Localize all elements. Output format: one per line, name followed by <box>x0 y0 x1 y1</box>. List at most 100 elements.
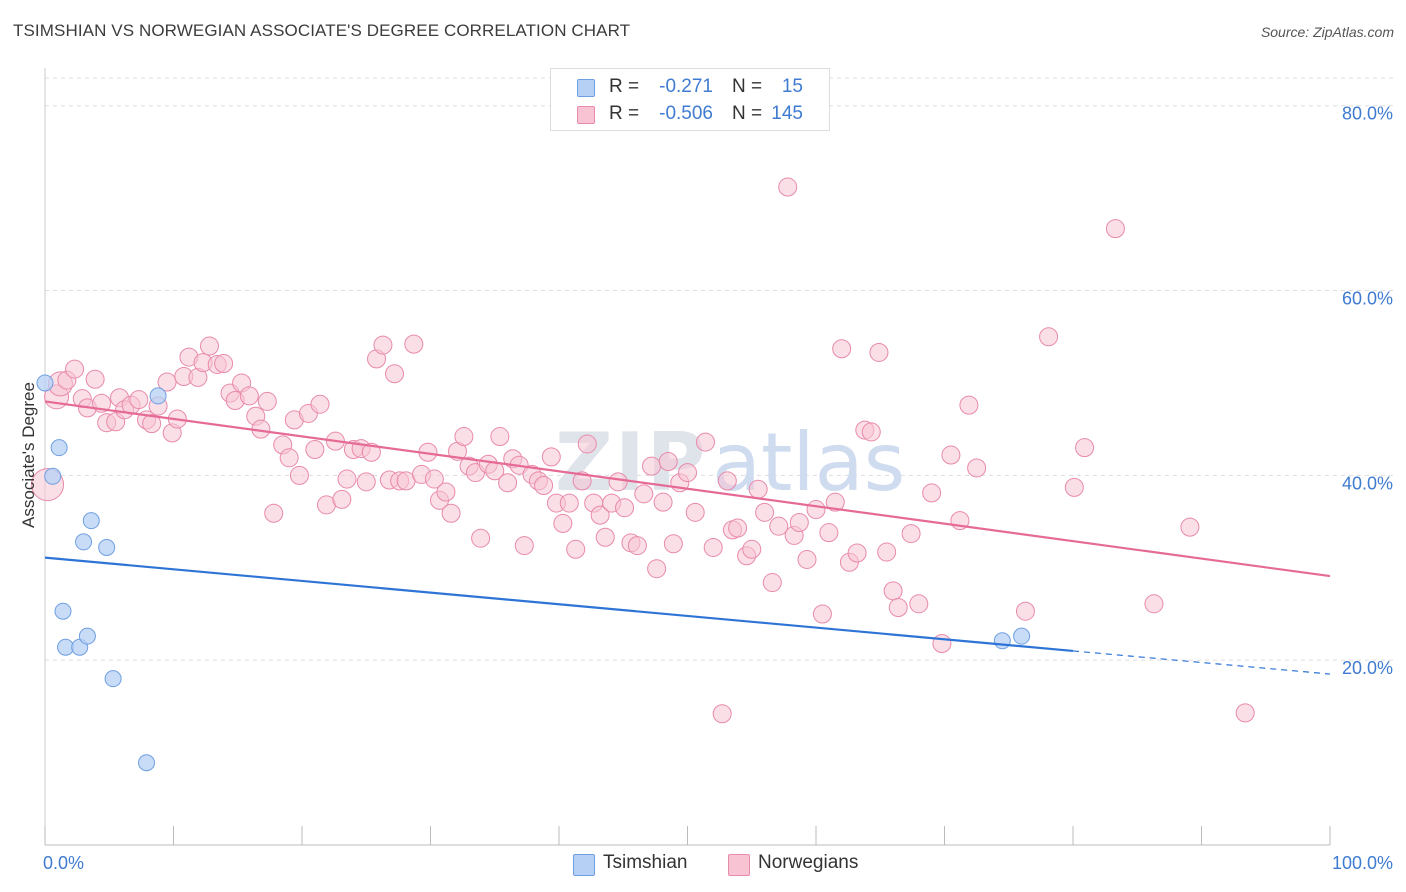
norwegians-swatch <box>577 106 595 124</box>
norwegians-point <box>742 539 762 559</box>
tsimshian-point <box>50 439 68 457</box>
legend-row-tsimshian: R = -0.271 N = 15 <box>551 74 829 100</box>
tsimshian-point <box>54 602 72 620</box>
norwegians-point <box>627 536 647 556</box>
norwegians-point <box>748 479 768 499</box>
norwegians-point <box>728 518 748 538</box>
norwegians-point <box>608 472 628 492</box>
norwegians-point <box>642 456 662 476</box>
norwegians-point <box>797 549 817 569</box>
norwegians-point <box>490 427 510 447</box>
norwegians-point <box>1039 327 1059 347</box>
y-tick-label: 60.0% <box>1342 289 1393 309</box>
norwegians-point <box>789 512 809 532</box>
norwegians-point <box>373 335 393 355</box>
y-axis-label: Associate's Degree <box>19 382 38 528</box>
x-tick-label: 0.0% <box>43 853 84 873</box>
tsimshian-point <box>104 670 122 688</box>
norwegians-point <box>901 524 921 544</box>
tsimshian-points <box>36 374 1031 772</box>
norwegians-point <box>883 581 903 601</box>
tsimshian-swatch <box>573 854 595 876</box>
norwegians-point <box>541 447 561 467</box>
norwegians-point <box>566 539 586 559</box>
norwegians-point <box>1180 517 1200 537</box>
norwegians-point <box>129 390 149 410</box>
norwegians-point <box>825 492 845 512</box>
norwegians-trend-line <box>44 400 1331 578</box>
norwegians-point <box>658 452 678 471</box>
y-tick-label: 80.0% <box>1342 104 1393 124</box>
norwegians-point <box>888 598 908 618</box>
norwegians-point <box>279 448 299 468</box>
norwegians-point <box>332 489 352 509</box>
norwegians-point <box>559 493 579 513</box>
trend-lines <box>44 400 1331 675</box>
norwegians-point <box>595 527 615 547</box>
legend-label: Norwegians <box>758 852 859 873</box>
tick-labels: 20.0% 40.0% 60.0% 80.0% 0.0% 100.0% <box>43 104 1393 873</box>
norwegians-point <box>361 442 381 462</box>
norwegians-point <box>778 177 798 197</box>
norwegians-point <box>685 502 705 522</box>
norwegians-point <box>1064 477 1084 497</box>
norwegians-point <box>941 445 961 465</box>
norwegians-point <box>498 473 518 493</box>
norwegians-point <box>615 498 635 518</box>
norwegians-point <box>861 422 881 442</box>
tsimshian-point <box>36 374 54 392</box>
norwegians-point <box>65 359 85 379</box>
x-tick-label: 100.0% <box>1332 853 1393 873</box>
norwegians-point <box>909 594 929 614</box>
source-credit: Source: ZipAtlas.com <box>1260 24 1394 40</box>
tsimshian-point <box>57 638 75 656</box>
norwegians-point <box>239 386 259 406</box>
r-label: R = <box>609 103 640 124</box>
tsimshian-trend-line <box>44 556 1074 653</box>
axis-layer <box>44 68 1331 846</box>
n-value: 145 <box>771 103 803 124</box>
tsimshian-point <box>98 538 116 556</box>
legend-row-norwegians: R = -0.506 N = 145 <box>551 101 829 127</box>
norwegians-point <box>214 354 234 374</box>
tsimshian-point <box>44 467 62 485</box>
n-label: N = <box>732 103 763 124</box>
norwegians-point <box>769 516 789 536</box>
norwegians-swatch <box>728 854 750 876</box>
norwegians-point <box>847 543 867 563</box>
y-tick-label: 20.0% <box>1342 658 1393 678</box>
norwegians-point <box>257 391 277 411</box>
norwegians-point <box>514 536 534 556</box>
tsimshian-point <box>1013 627 1031 645</box>
norwegians-point <box>869 342 889 362</box>
norwegians-point <box>471 528 491 548</box>
norwegians-point <box>199 336 219 356</box>
norwegians-point <box>454 427 474 447</box>
norwegians-point <box>310 394 330 414</box>
norwegians-point <box>678 463 697 483</box>
norwegians-point <box>1235 703 1255 723</box>
norwegians-point <box>762 573 782 593</box>
tsimshian-swatch <box>577 79 595 97</box>
norwegians-point <box>877 542 897 562</box>
r-label: R = <box>609 76 640 97</box>
norwegians-point <box>553 513 573 533</box>
tsimshian-point <box>993 632 1011 650</box>
r-value: -0.506 <box>659 103 713 124</box>
norwegians-point <box>436 482 456 502</box>
norwegians-point <box>812 604 832 624</box>
norwegians-point <box>1105 219 1125 239</box>
norwegians-point <box>634 484 654 504</box>
norwegians-point <box>424 469 444 489</box>
norwegians-point <box>337 469 357 489</box>
n-label: N = <box>732 76 763 97</box>
norwegians-point <box>441 503 461 523</box>
n-value: 15 <box>781 76 803 97</box>
norwegians-point <box>717 471 737 491</box>
norwegians-point <box>647 559 667 579</box>
norwegians-point <box>577 434 597 454</box>
norwegians-point <box>1144 594 1164 614</box>
norwegians-point <box>922 483 942 503</box>
norwegians-point <box>832 339 852 359</box>
